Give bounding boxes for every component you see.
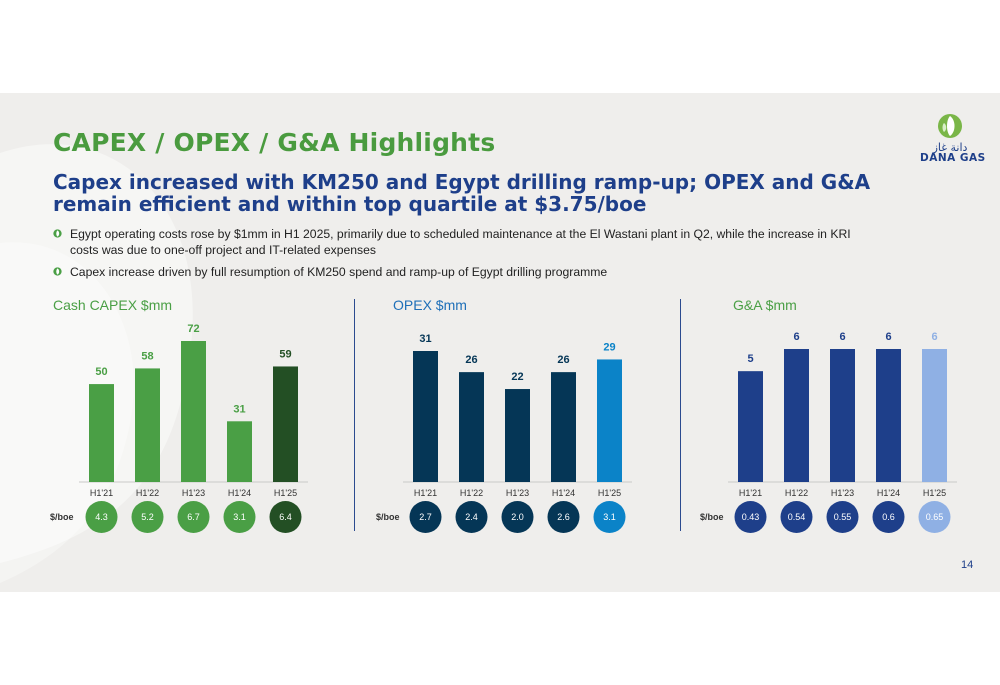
slide: CAPEX / OPEX / G&A Highlights Capex incr… xyxy=(0,93,1000,592)
bar xyxy=(876,349,901,482)
per-boe-circle xyxy=(547,501,580,533)
per-boe-value: 3.1 xyxy=(233,512,246,522)
bar-value-label: 5 xyxy=(747,353,753,365)
x-tick-label: H1'22 xyxy=(460,488,483,498)
per-boe-circle xyxy=(780,501,813,533)
bar xyxy=(181,341,206,482)
per-boe-circle xyxy=(131,501,164,533)
x-tick-label: H1'21 xyxy=(90,488,113,498)
logo-arabic-text: دانة غاز xyxy=(932,141,968,154)
x-tick-label: H1'25 xyxy=(274,488,297,498)
x-tick-label: H1'22 xyxy=(136,488,159,498)
per-boe-circle xyxy=(223,501,256,533)
chart-title: OPEX $mm xyxy=(393,297,467,313)
x-tick-label: H1'21 xyxy=(414,488,437,498)
chart-title: G&A $mm xyxy=(733,297,797,313)
bar-value-label: 6 xyxy=(931,331,937,343)
bar xyxy=(784,349,809,482)
per-boe-circle xyxy=(826,501,859,533)
per-boe-circle xyxy=(918,501,951,533)
bar-value-label: 58 xyxy=(141,350,153,362)
per-boe-value: 5.2 xyxy=(141,512,154,522)
chart-divider xyxy=(354,299,355,531)
logo-wordmark: DANA GAS xyxy=(920,152,986,164)
per-boe-value: 2.7 xyxy=(419,512,432,522)
bar-value-label: 50 xyxy=(95,366,107,378)
x-tick-label: H1'23 xyxy=(182,488,205,498)
per-boe-circle xyxy=(409,501,442,533)
per-boe-value: 4.3 xyxy=(95,512,108,522)
dana-gas-logo: دانة غاز xyxy=(916,113,980,169)
per-boe-circle xyxy=(269,501,302,533)
bar-value-label: 22 xyxy=(511,371,523,383)
per-boe-circle xyxy=(593,501,626,533)
per-boe-circle xyxy=(872,501,905,533)
per-boe-value: 0.65 xyxy=(926,512,944,522)
bar xyxy=(551,372,576,482)
per-boe-value: 2.4 xyxy=(465,512,478,522)
bar-value-label: 6 xyxy=(885,331,891,343)
bar xyxy=(273,366,298,482)
x-tick-label: H1'22 xyxy=(785,488,808,498)
x-tick-label: H1'24 xyxy=(228,488,251,498)
logo-emblem-icon: دانة غاز xyxy=(932,114,968,154)
bullet-item: Capex increase driven by full resumption… xyxy=(53,264,853,280)
bar-value-label: 6 xyxy=(839,331,845,343)
per-boe-value: 0.55 xyxy=(834,512,852,522)
x-tick-label: H1'21 xyxy=(739,488,762,498)
per-boe-value: 3.1 xyxy=(603,512,616,522)
bar xyxy=(922,349,947,482)
bar xyxy=(413,351,438,482)
per-boe-value: 2.0 xyxy=(511,512,524,522)
x-tick-label: H1'25 xyxy=(923,488,946,498)
bar-value-label: 26 xyxy=(557,354,569,366)
leaf-bullet-icon xyxy=(53,267,62,276)
bar xyxy=(227,421,252,482)
chart-divider xyxy=(680,299,681,531)
bar-value-label: 31 xyxy=(419,333,431,345)
bar xyxy=(830,349,855,482)
leaf-bullet-icon xyxy=(53,229,62,238)
bar xyxy=(89,384,114,482)
per-boe-circle xyxy=(734,501,767,533)
x-tick-label: H1'25 xyxy=(598,488,621,498)
bar-value-label: 29 xyxy=(603,341,615,353)
per-boe-axis-label: $/boe xyxy=(700,512,724,522)
bullet-text: Capex increase driven by full resumption… xyxy=(70,265,608,279)
bar-value-label: 59 xyxy=(279,348,291,360)
chart-title: Cash CAPEX $mm xyxy=(53,297,172,313)
x-tick-label: H1'24 xyxy=(877,488,900,498)
per-boe-value: 6.4 xyxy=(279,512,292,522)
per-boe-value: 6.7 xyxy=(187,512,200,522)
page-number: 14 xyxy=(961,559,974,571)
per-boe-axis-label: $/boe xyxy=(50,512,74,522)
per-boe-value: 0.54 xyxy=(788,512,806,522)
per-boe-value: 0.6 xyxy=(882,512,895,522)
page-title: CAPEX / OPEX / G&A Highlights xyxy=(53,128,496,157)
x-tick-label: H1'23 xyxy=(831,488,854,498)
bullet-text: Egypt operating costs rose by $1mm in H1… xyxy=(70,227,851,257)
per-boe-circle xyxy=(455,501,488,533)
bar xyxy=(738,371,763,482)
bar xyxy=(135,368,160,482)
bar-value-label: 6 xyxy=(793,331,799,343)
bar xyxy=(459,372,484,482)
page-subtitle: Capex increased with KM250 and Egypt dri… xyxy=(53,170,871,216)
per-boe-circle xyxy=(85,501,118,533)
per-boe-axis-label: $/boe xyxy=(376,512,400,522)
bar xyxy=(505,389,530,482)
per-boe-circle xyxy=(177,501,210,533)
bar-value-label: 26 xyxy=(465,354,477,366)
bar-value-label: 72 xyxy=(187,323,199,335)
charts-area: Cash CAPEX $mm 50 H1'21 4.3 58 H1'22 5.2 72 H1'2… xyxy=(50,297,957,533)
per-boe-value: 0.43 xyxy=(742,512,760,522)
x-tick-label: H1'23 xyxy=(506,488,529,498)
bar xyxy=(597,359,622,482)
bullet-item: Egypt operating costs rose by $1mm in H1… xyxy=(53,226,853,258)
x-tick-label: H1'24 xyxy=(552,488,575,498)
per-boe-value: 2.6 xyxy=(557,512,570,522)
bar-value-label: 31 xyxy=(233,403,245,415)
bullet-list: Egypt operating costs rose by $1mm in H1… xyxy=(53,226,853,286)
per-boe-circle xyxy=(501,501,534,533)
